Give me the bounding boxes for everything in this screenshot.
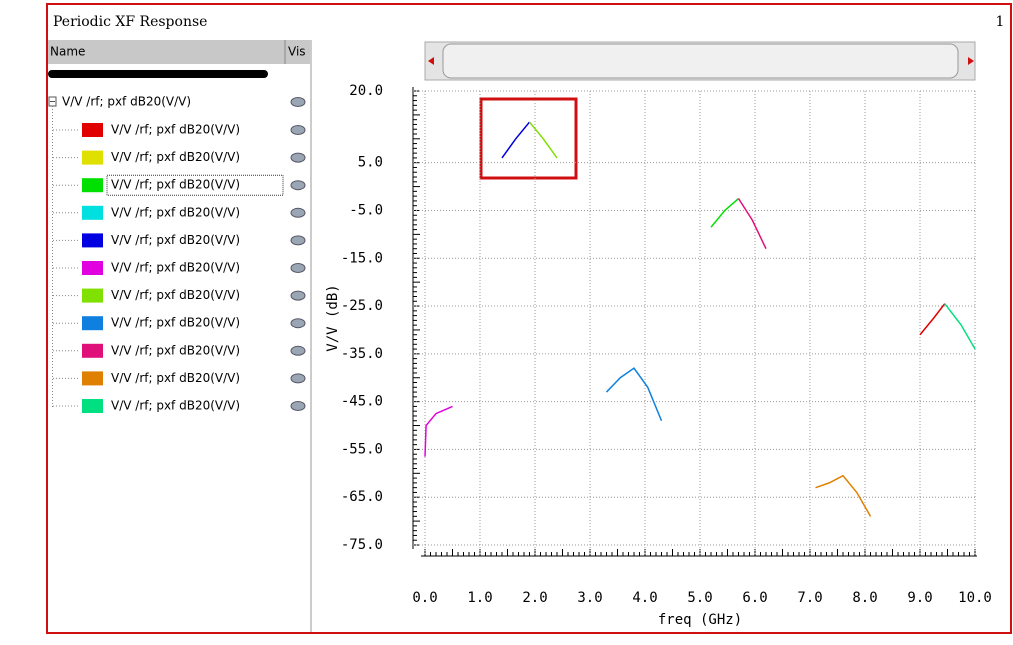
legend-label[interactable]: V/V /rf; pxf dB20(V/V) — [111, 205, 240, 219]
series-line — [815, 474, 872, 517]
legend-label[interactable]: V/V /rf; pxf dB20(V/V) — [111, 399, 240, 413]
visibility-icon[interactable] — [290, 207, 306, 218]
visibility-icon[interactable] — [290, 235, 306, 246]
visibility-icon[interactable] — [290, 180, 306, 191]
x-axis-label: freq (GHz) — [658, 612, 742, 628]
series-line — [944, 303, 976, 350]
y-tick-label: -65.0 — [341, 489, 383, 505]
visibility-icon[interactable] — [290, 290, 306, 301]
visibility-icon[interactable] — [290, 318, 306, 329]
redaction — [48, 70, 268, 78]
series-line — [528, 121, 558, 159]
legend-swatch — [82, 123, 103, 137]
y-tick-label: 5.0 — [358, 155, 383, 171]
y-tick-label: -15.0 — [341, 250, 383, 266]
legend-label[interactable]: V/V /rf; pxf dB20(V/V) — [111, 150, 240, 164]
legend-swatch — [82, 150, 103, 165]
x-tick-label: 9.0 — [907, 590, 932, 606]
legend-label[interactable]: V/V /rf; pxf dB20(V/V) — [111, 233, 240, 247]
y-tick-label: -75.0 — [341, 537, 383, 553]
x-tick-label: 0.0 — [412, 590, 437, 606]
series-line — [424, 405, 453, 457]
legend-label[interactable]: V/V /rf; pxf dB20(V/V) — [111, 371, 240, 385]
tree-root-label[interactable]: V/V /rf; pxf dB20(V/V) — [62, 95, 191, 109]
visibility-icon[interactable] — [290, 345, 306, 356]
y-tick-label: -45.0 — [341, 394, 383, 410]
legend-label[interactable]: V/V /rf; pxf dB20(V/V) — [111, 343, 240, 357]
scrollbar[interactable] — [424, 41, 976, 81]
y-tick-label: -55.0 — [341, 441, 383, 457]
scroll-right-arrow[interactable] — [968, 57, 974, 65]
series-line — [710, 197, 739, 228]
legend-swatch — [82, 205, 103, 220]
x-tick-label: 5.0 — [687, 590, 712, 606]
subwindow-number: 1 — [996, 14, 1005, 30]
visibility-icon[interactable] — [290, 97, 306, 107]
legend-swatch — [82, 343, 103, 358]
x-tick-label: 1.0 — [467, 590, 492, 606]
visibility-icon[interactable] — [290, 263, 306, 273]
y-tick-label: 20.0 — [349, 83, 383, 99]
legend-label[interactable]: V/V /rf; pxf dB20(V/V) — [111, 288, 240, 302]
legend-swatch — [82, 178, 103, 193]
x-tick-label: 10.0 — [958, 590, 992, 606]
tree-header — [48, 40, 310, 64]
visibility-icon[interactable] — [290, 125, 306, 135]
legend-swatch — [82, 399, 103, 413]
legend-label[interactable]: V/V /rf; pxf dB20(V/V) — [111, 316, 240, 330]
legend-swatch — [82, 261, 103, 275]
scroll-left-arrow[interactable] — [428, 57, 434, 65]
window-frame — [46, 3, 1012, 634]
series-line — [919, 303, 946, 336]
scroll-thumb[interactable] — [442, 43, 959, 79]
series-line — [501, 121, 531, 159]
legend-swatch — [82, 233, 103, 248]
legend-swatch — [82, 316, 103, 331]
y-tick-label: -5.0 — [349, 202, 383, 218]
x-tick-label: 7.0 — [797, 590, 822, 606]
legend-label[interactable]: V/V /rf; pxf dB20(V/V) — [111, 123, 240, 137]
legend-label[interactable]: V/V /rf; pxf dB20(V/V) — [111, 261, 240, 275]
legend-swatch — [82, 288, 103, 303]
x-tick-label: 2.0 — [522, 590, 547, 606]
y-tick-label: -35.0 — [341, 346, 383, 362]
selection-outline — [106, 174, 284, 196]
visibility-icon[interactable] — [290, 401, 306, 411]
x-tick-label: 4.0 — [632, 590, 657, 606]
y-axis-label: V/V (dB) — [325, 284, 341, 351]
visibility-icon[interactable] — [290, 373, 306, 384]
visibility-icon[interactable] — [290, 152, 306, 163]
legend-swatch — [82, 371, 103, 386]
window-title: Periodic XF Response — [53, 14, 207, 30]
series-line — [605, 367, 663, 422]
x-tick-label: 8.0 — [852, 590, 877, 606]
header-name[interactable]: Name — [50, 45, 85, 59]
highlight-box — [479, 97, 578, 180]
series-line — [737, 198, 767, 250]
x-tick-label: 3.0 — [577, 590, 602, 606]
legend-label[interactable]: V/V /rf; pxf dB20(V/V) — [111, 178, 240, 192]
y-tick-label: -25.0 — [341, 298, 383, 314]
x-tick-label: 6.0 — [742, 590, 767, 606]
header-vis[interactable]: Vis — [288, 45, 306, 59]
